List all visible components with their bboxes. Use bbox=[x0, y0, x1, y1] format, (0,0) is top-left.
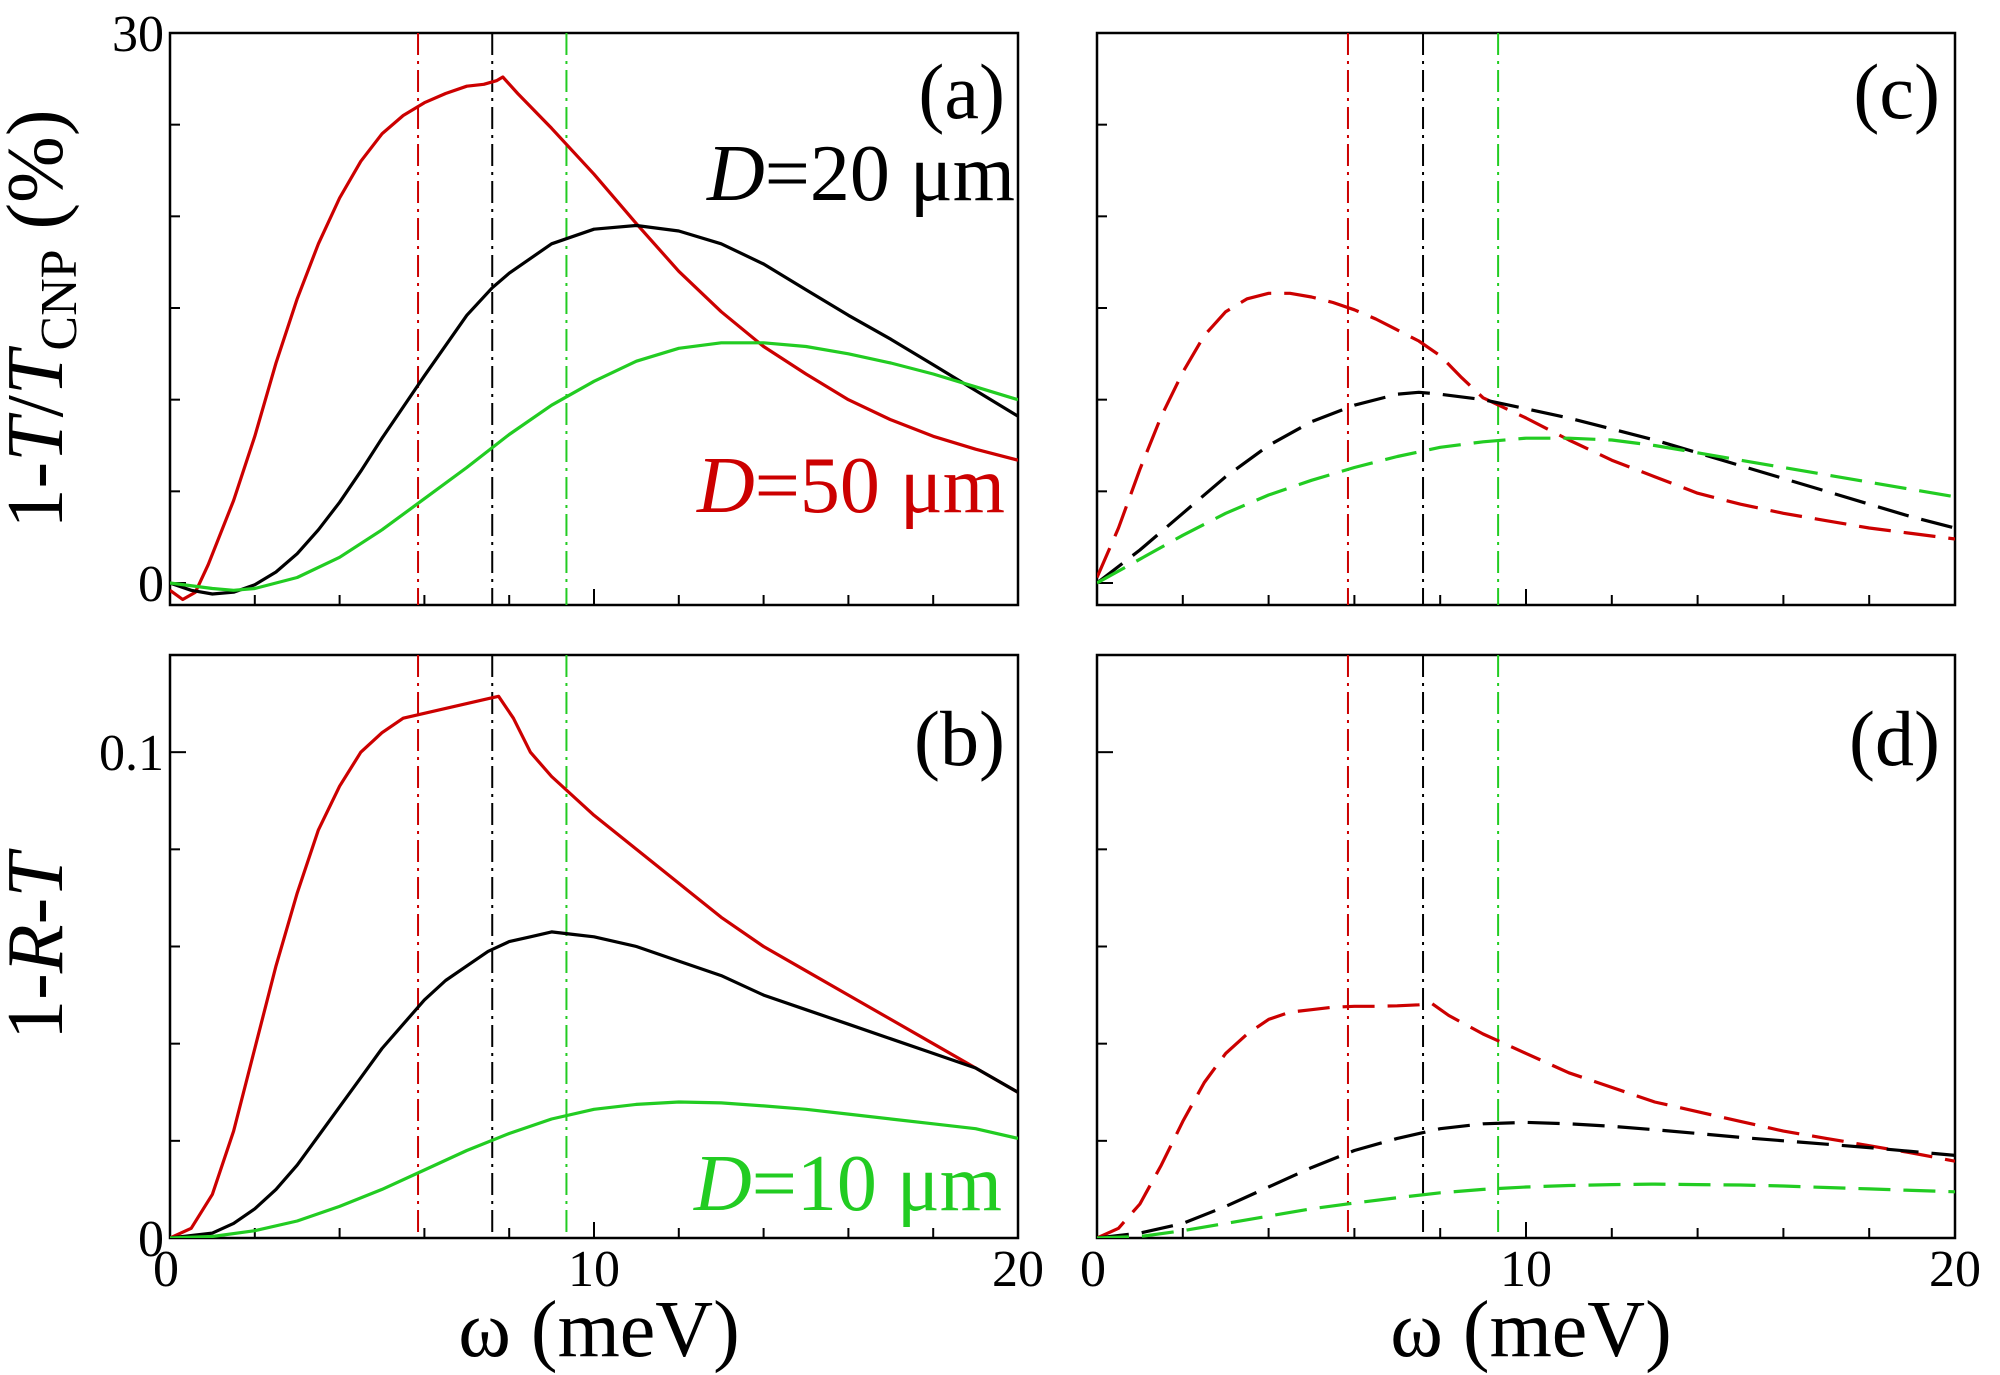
y-tick-label: 0 bbox=[138, 1211, 164, 1268]
panel-a: 0 30 1-T/TCNP (%) (a)D=20 μm D=50 μm bbox=[0, 6, 1020, 613]
annotation: D=50 μm bbox=[696, 442, 1005, 530]
x-tick-label: 10 bbox=[1500, 1241, 1552, 1298]
series-line bbox=[170, 223, 1018, 596]
series-line bbox=[1097, 436, 1955, 585]
panel-d: 0 10 20 ω (meV) (d) bbox=[1080, 653, 1981, 1374]
series-line bbox=[170, 341, 1018, 592]
y-axis-label: 1-T/TCNP (%) bbox=[0, 110, 88, 529]
x-tick-label: 0 bbox=[153, 1241, 179, 1298]
series-line bbox=[1097, 1001, 1955, 1238]
y-axis-label: 1-R-T bbox=[0, 848, 80, 1040]
series-line bbox=[1097, 1120, 1955, 1238]
series-line bbox=[170, 930, 1018, 1238]
y-tick-label: 30 bbox=[112, 6, 164, 63]
x-axis-label: ω (meV) bbox=[458, 1286, 739, 1374]
panel-b: 0 0.1 0 10 20 ω (meV) 1-R-T (b) D=10 μm bbox=[0, 653, 1044, 1374]
panel-label: (d) bbox=[1849, 695, 1940, 782]
panel-label: (c) bbox=[1853, 48, 1940, 135]
annotation: D=20 μm bbox=[706, 130, 1015, 218]
annotation: D=10 μm bbox=[693, 1140, 1002, 1228]
x-tick-label: 0 bbox=[1080, 1241, 1106, 1298]
x-axis-label: ω (meV) bbox=[1390, 1286, 1671, 1374]
series-line bbox=[1097, 390, 1955, 585]
series-line bbox=[170, 75, 1018, 602]
series-line bbox=[1097, 1182, 1955, 1238]
y-tick-label: 0.1 bbox=[99, 725, 164, 782]
x-tick-label: 10 bbox=[568, 1241, 620, 1298]
y-tick-label: 0 bbox=[138, 556, 164, 613]
panel-label: (b) bbox=[914, 695, 1005, 782]
x-tick-label: 20 bbox=[1929, 1241, 1981, 1298]
series-line bbox=[1097, 291, 1955, 579]
x-tick-label: 20 bbox=[992, 1241, 1044, 1298]
series-line bbox=[170, 1100, 1018, 1238]
series-line bbox=[170, 694, 1018, 1238]
panel-c: (c) bbox=[1095, 31, 1957, 607]
panel-label: (a) bbox=[918, 48, 1005, 135]
plot-frame bbox=[1095, 653, 1957, 1240]
